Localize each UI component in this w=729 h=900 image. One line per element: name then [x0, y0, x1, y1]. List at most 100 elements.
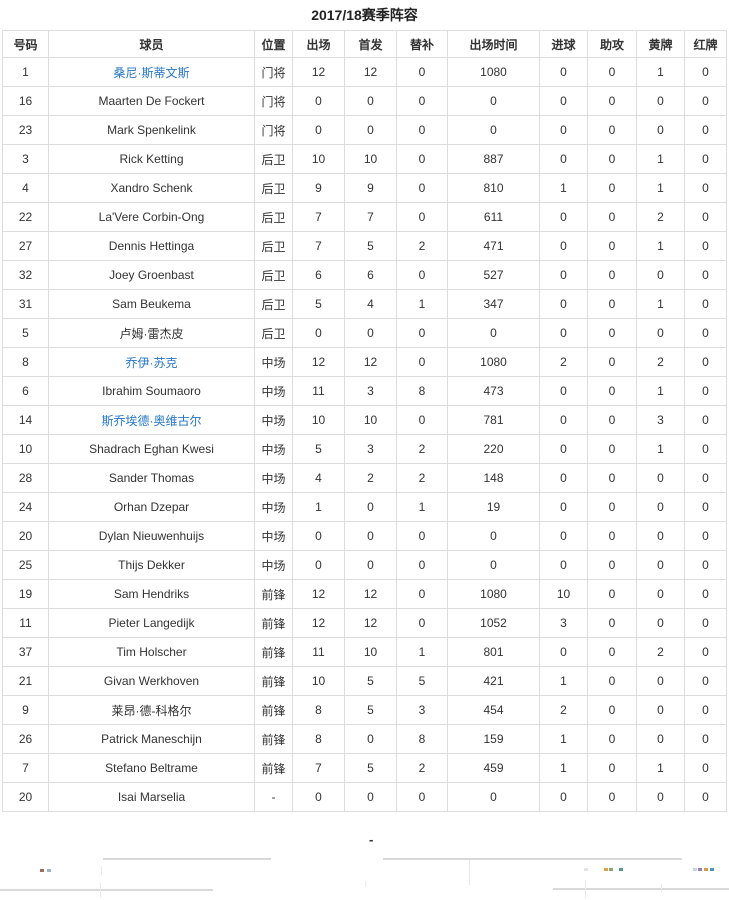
stat-cell-position: 前锋	[254, 608, 293, 638]
stat-cell-assists: 0	[587, 173, 637, 203]
stat-cell-assists: 0	[587, 608, 637, 638]
stat-cell-goals: 1	[539, 666, 588, 696]
player-link[interactable]: 桑尼·斯蒂文斯	[113, 65, 190, 80]
stat-cell-red: 0	[684, 550, 727, 580]
stat-cell-apps: 10	[292, 144, 345, 174]
stat-cell-starts: 0	[344, 492, 397, 522]
stat-cell-goals: 1	[539, 724, 588, 754]
stat-cell-apps: 10	[292, 666, 345, 696]
stat-cell-minutes: 347	[447, 289, 540, 319]
stat-cell-apps: 12	[292, 579, 345, 609]
player-cell: Sander Thomas	[48, 463, 255, 493]
mini-speck-icon	[40, 869, 44, 872]
player-cell: 斯乔埃德·奥维古尔	[48, 405, 255, 435]
stat-cell-position: 中场	[254, 463, 293, 493]
stat-cell-subs: 0	[396, 521, 448, 551]
stat-cell-red: 0	[684, 405, 727, 435]
stat-cell-number: 23	[2, 115, 49, 145]
stat-cell-goals: 0	[539, 405, 588, 435]
player-name: Shadrach Eghan Kwesi	[89, 442, 214, 456]
stat-cell-assists: 0	[587, 57, 637, 87]
stat-cell-position: 中场	[254, 376, 293, 406]
mini-speck-icon	[584, 868, 588, 871]
stat-cell-starts: 5	[344, 695, 397, 725]
stat-cell-red: 0	[684, 492, 727, 522]
table-row: 1 桑尼·斯蒂文斯 门将 12 12 0 1080 0 0 1 0	[2, 57, 727, 87]
stat-cell-assists: 0	[587, 115, 637, 145]
player-link[interactable]: 斯乔埃德·奥维古尔	[101, 413, 202, 428]
stat-cell-minutes: 0	[447, 782, 540, 812]
stat-cell-goals: 0	[539, 231, 588, 261]
stat-cell-subs: 5	[396, 666, 448, 696]
stat-cell-subs: 1	[396, 637, 448, 667]
stat-cell-subs: 0	[396, 173, 448, 203]
player-name: Stefano Beltrame	[105, 761, 198, 775]
stat-cell-position: 中场	[254, 347, 293, 377]
stat-cell-yellow: 0	[636, 666, 685, 696]
stat-cell-number: 1	[2, 57, 49, 87]
stat-cell-subs: 3	[396, 695, 448, 725]
skeleton-line	[0, 889, 213, 891]
stat-cell-minutes: 473	[447, 376, 540, 406]
stat-cell-yellow: 1	[636, 376, 685, 406]
stat-cell-number: 4	[2, 173, 49, 203]
stat-cell-position: 后卫	[254, 289, 293, 319]
table-row: 37 Tim Holscher 前锋 11 10 1 801 0 0 2 0	[2, 637, 727, 667]
table-row: 11 Pieter Langedijk 前锋 12 12 0 1052 3 0 0 0	[2, 608, 727, 638]
stat-cell-minutes: 1080	[447, 347, 540, 377]
mini-speck-icon	[619, 868, 623, 871]
stat-cell-position: 中场	[254, 492, 293, 522]
stat-cell-minutes: 1080	[447, 57, 540, 87]
stat-cell-starts: 2	[344, 463, 397, 493]
col-header-yellow: 黄牌	[636, 30, 685, 58]
stat-cell-position: 门将	[254, 115, 293, 145]
stat-cell-yellow: 3	[636, 405, 685, 435]
player-name: Maarten De Fockert	[98, 94, 205, 108]
stat-cell-red: 0	[684, 173, 727, 203]
stat-cell-assists: 0	[587, 318, 637, 348]
player-name: Thijs Dekker	[118, 558, 185, 572]
stat-cell-minutes: 611	[447, 202, 540, 232]
stat-cell-assists: 0	[587, 144, 637, 174]
stat-cell-number: 28	[2, 463, 49, 493]
stat-cell-position: 中场	[254, 434, 293, 464]
stat-cell-starts: 12	[344, 608, 397, 638]
stat-cell-assists: 0	[587, 666, 637, 696]
stat-cell-yellow: 2	[636, 347, 685, 377]
stat-cell-yellow: 0	[636, 782, 685, 812]
stat-cell-yellow: 0	[636, 695, 685, 725]
stat-cell-subs: 8	[396, 724, 448, 754]
stat-cell-red: 0	[684, 318, 727, 348]
stat-cell-starts: 3	[344, 434, 397, 464]
stat-cell-starts: 3	[344, 376, 397, 406]
mini-speck-icon	[693, 868, 697, 871]
stat-cell-minutes: 220	[447, 434, 540, 464]
player-name: Rick Ketting	[119, 152, 184, 166]
player-link[interactable]: 乔伊·苏克	[125, 355, 178, 370]
mini-speck-icon	[47, 869, 51, 872]
table-row: 5 卢姆·雷杰皮 后卫 0 0 0 0 0 0 0 0	[2, 318, 727, 348]
table-row: 25 Thijs Dekker 中场 0 0 0 0 0 0 0 0	[2, 550, 727, 580]
player-cell: Isai Marselia	[48, 782, 255, 812]
stat-cell-subs: 0	[396, 550, 448, 580]
stat-cell-subs: 2	[396, 231, 448, 261]
table-row: 22 La'Vere Corbin-Ong 后卫 7 7 0 611 0 0 2 0	[2, 202, 727, 232]
stat-cell-yellow: 2	[636, 637, 685, 667]
stat-cell-position: 前锋	[254, 695, 293, 725]
player-name: Orhan Dzepar	[113, 500, 190, 514]
table-row: 20 Isai Marselia -0 0 0 0 0 0 0 0	[2, 782, 727, 812]
stat-cell-subs: 0	[396, 579, 448, 609]
player-cell: Thijs Dekker	[48, 550, 255, 580]
stat-cell-position: 后卫	[254, 231, 293, 261]
stat-cell-minutes: 887	[447, 144, 540, 174]
stat-cell-starts: 12	[344, 57, 397, 87]
stat-cell-yellow: 1	[636, 434, 685, 464]
stat-cell-goals: 3	[539, 608, 588, 638]
stat-cell-goals: 0	[539, 144, 588, 174]
stat-cell-assists: 0	[587, 405, 637, 435]
stat-cell-number: 31	[2, 289, 49, 319]
skeleton-line	[100, 883, 101, 898]
stat-cell-number: 24	[2, 492, 49, 522]
player-cell: Shadrach Eghan Kwesi	[48, 434, 255, 464]
stat-cell-subs: 0	[396, 86, 448, 116]
